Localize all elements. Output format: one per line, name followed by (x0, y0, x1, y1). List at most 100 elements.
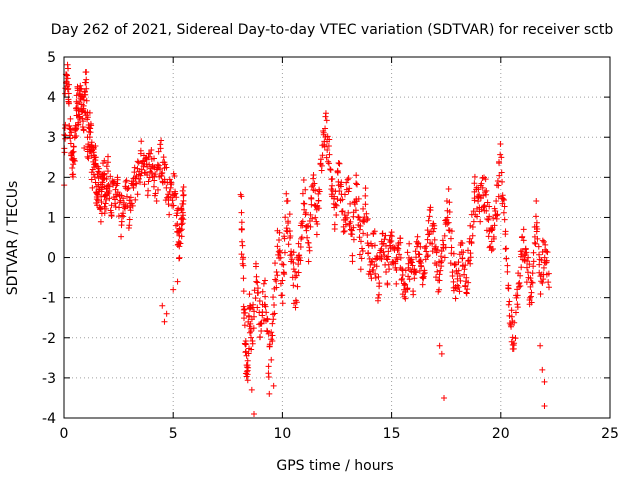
data-point (469, 232, 476, 239)
data-point (493, 215, 500, 222)
data-point (346, 185, 353, 192)
data-point (280, 261, 287, 268)
data-point (141, 181, 148, 188)
data-point (480, 192, 487, 199)
data-point (127, 194, 134, 201)
data-point (67, 126, 74, 133)
data-point (86, 134, 93, 141)
data-point (272, 276, 279, 283)
data-point (397, 254, 404, 261)
data-point (520, 237, 527, 244)
data-point (423, 248, 430, 255)
data-point (105, 153, 112, 160)
data-point (153, 197, 160, 204)
data-point (542, 241, 549, 248)
data-point (126, 222, 133, 229)
data-point (71, 158, 78, 165)
data-point (482, 176, 489, 183)
data-point (324, 146, 331, 153)
data-point (338, 208, 345, 215)
data-point (64, 75, 71, 82)
data-point (305, 258, 312, 265)
data-point (245, 364, 252, 371)
data-point (381, 252, 388, 259)
data-point (83, 97, 90, 104)
data-point (406, 276, 413, 283)
data-point (256, 309, 263, 316)
data-point (313, 231, 320, 238)
data-point (488, 247, 495, 254)
x-tick-label: 20 (492, 426, 510, 442)
y-tick-label: -3 (42, 371, 56, 387)
data-point (127, 207, 134, 214)
data-point (361, 214, 368, 221)
data-point (80, 118, 87, 125)
data-point (358, 245, 365, 252)
data-point (67, 140, 74, 147)
data-point (446, 209, 453, 216)
data-point (336, 188, 343, 195)
data-point (334, 167, 341, 174)
data-point (106, 183, 113, 190)
data-point (145, 187, 152, 194)
data-point (441, 394, 448, 401)
data-point (448, 228, 455, 235)
x-tick-label: 25 (601, 426, 619, 442)
data-point (504, 268, 511, 275)
data-point (483, 187, 490, 194)
data-point (247, 325, 254, 332)
data-point (508, 321, 515, 328)
data-point (167, 184, 174, 191)
data-point (353, 172, 360, 179)
data-point (528, 289, 535, 296)
data-point (476, 191, 483, 198)
data-point (238, 251, 245, 258)
data-point (404, 249, 411, 256)
data-point (450, 278, 457, 285)
data-point (158, 137, 165, 144)
data-point (495, 193, 502, 200)
data-point (97, 205, 104, 212)
data-point (309, 215, 316, 222)
data-point (69, 165, 76, 172)
data-point (326, 151, 333, 158)
data-point (454, 275, 461, 282)
data-point (503, 255, 510, 262)
data-point (163, 164, 170, 171)
y-tick-label: 1 (47, 210, 56, 226)
data-point (308, 195, 315, 202)
data-point (241, 315, 248, 322)
data-point (249, 340, 256, 347)
data-point (268, 356, 275, 363)
data-point (296, 254, 303, 261)
data-point (339, 208, 346, 215)
data-point (488, 227, 495, 234)
data-point (254, 279, 261, 286)
data-point (270, 316, 277, 323)
data-point (499, 178, 506, 185)
data-point (70, 161, 77, 168)
data-point (86, 109, 93, 116)
data-point (388, 233, 395, 240)
data-point (436, 342, 443, 349)
data-point (532, 240, 539, 247)
data-point (448, 244, 455, 251)
data-point (465, 279, 472, 286)
data-point (533, 228, 540, 235)
data-point (92, 154, 99, 161)
data-point (511, 319, 518, 326)
data-point (474, 213, 481, 220)
data-point (492, 208, 499, 215)
data-point (133, 180, 140, 187)
data-point (163, 310, 170, 317)
data-point (381, 236, 388, 243)
data-point (344, 214, 351, 221)
data-point (489, 226, 496, 233)
data-point (364, 215, 371, 222)
data-point (248, 346, 255, 353)
data-point (325, 160, 332, 167)
data-point (455, 284, 462, 291)
data-point (276, 237, 283, 244)
data-point (250, 301, 257, 308)
